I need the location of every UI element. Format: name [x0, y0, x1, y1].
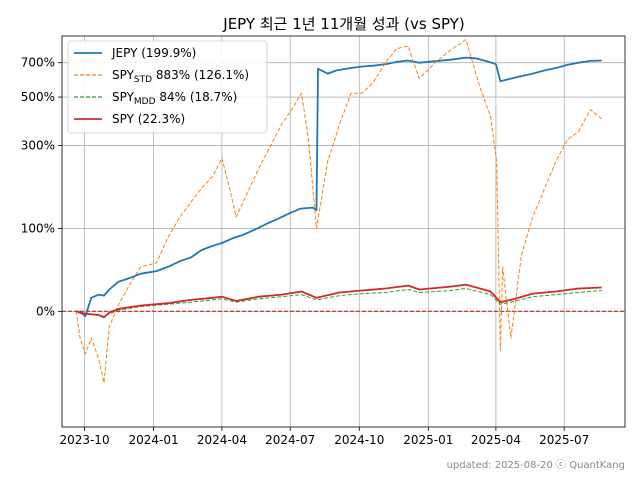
legend-label-suffix: 883% (126.1%): [152, 68, 249, 82]
legend: JEPY (199.9%)SPYSTD 883% (126.1%)SPYMDD …: [67, 40, 268, 134]
y-tick-label: 0%: [36, 304, 55, 318]
legend-label-main: SPY: [112, 68, 135, 82]
series-layer: [75, 39, 603, 384]
legend-label-1: SPYSTD 883% (126.1%): [112, 68, 249, 85]
y-tick-label: 500%: [21, 90, 55, 104]
legend-box: [67, 40, 268, 134]
legend-label-2: SPYMDD 84% (18.7%): [112, 90, 237, 107]
legend-label-3: SPY (22.3%): [112, 112, 185, 126]
legend-label-subscript: MDD: [134, 97, 156, 107]
legend-label-suffix: 84% (18.7%): [156, 90, 238, 104]
legend-label-0: JEPY (199.9%): [111, 46, 196, 60]
y-axis: 0% 100% 300% 500% 700%: [21, 56, 62, 318]
x-tick-label: 2024-01: [129, 433, 179, 447]
x-tick-label: 2025-01: [403, 433, 453, 447]
plot-frame: [61, 35, 626, 428]
y-tick-label: 100%: [21, 221, 55, 235]
x-tick-label: 2024-07: [265, 433, 315, 447]
legend-label-main: SPY: [112, 90, 135, 104]
y-tick-label: 300%: [21, 139, 55, 153]
y-tick-label: 700%: [21, 56, 55, 70]
x-axis: 2023-10 2024-01 2024-04 2024-07 2024-10 2025-…: [59, 427, 589, 447]
x-tick-label: 2025-07: [539, 433, 589, 447]
legend-label-subscript: STD: [134, 75, 152, 85]
x-tick-label: 2024-04: [197, 433, 247, 447]
footer-text: updated: 2025-08-20 ⓒ QuantKang: [447, 459, 625, 471]
x-tick-label: 2023-10: [59, 433, 109, 447]
series-line-3: [76, 283, 602, 319]
series-line-2: [76, 288, 602, 317]
chart-title: JEPY 최근 1년 11개월 성과 (vs SPY): [222, 15, 464, 33]
x-tick-label: 2025-04: [471, 433, 521, 447]
series-line-0: [75, 56, 602, 318]
x-tick-label: 2024-10: [334, 433, 384, 447]
series-line-1: [75, 39, 603, 384]
